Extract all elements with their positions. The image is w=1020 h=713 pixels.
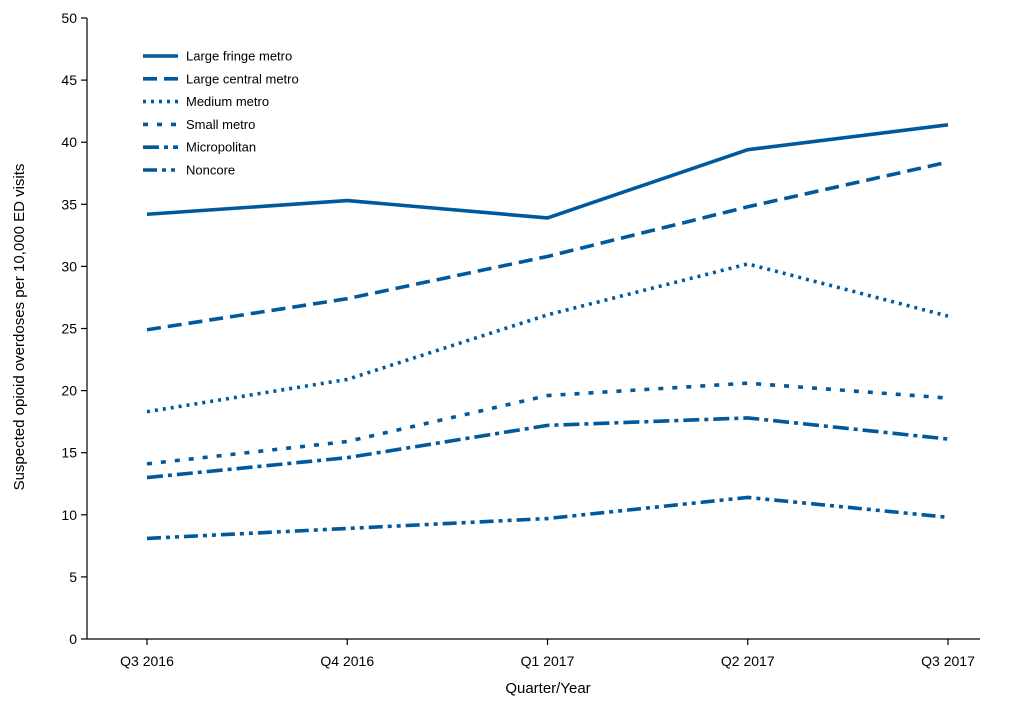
x-tick-label: Q1 2017 — [521, 653, 575, 669]
legend: Large fringe metro Large central metro Med… — [143, 49, 299, 178]
x-axis: Q3 2016 Q4 2016 Q1 2017 Q2 2017 Q3 2017 — [87, 638, 980, 669]
y-tick-label: 35 — [61, 196, 77, 212]
series-line-large-fringe-metro — [146, 123, 949, 220]
y-tick-label: 5 — [69, 569, 77, 585]
y-tick-label: 15 — [61, 445, 77, 461]
series-line-medium-metro — [146, 262, 949, 414]
legend-label-micropolitan: Micropolitan — [186, 140, 256, 155]
x-tick-label: Q3 2016 — [120, 653, 174, 669]
y-tick-label: 30 — [61, 258, 77, 274]
y-tick-label: 50 — [61, 10, 77, 26]
x-tick-label: Q3 2017 — [921, 653, 975, 669]
legend-label-medium-metro: Medium metro — [186, 94, 269, 109]
x-tick-label: Q2 2017 — [721, 653, 775, 669]
x-tick-label: Q4 2016 — [320, 653, 374, 669]
legend-label-small-metro: Small metro — [186, 117, 255, 132]
series-line-small-metro — [146, 381, 949, 466]
y-axis: 0 5 10 15 20 25 30 35 40 45 50 — [61, 10, 88, 647]
y-tick-label: 45 — [61, 72, 77, 88]
x-axis-title: Quarter/Year — [505, 680, 590, 697]
y-tick-label: 10 — [61, 507, 77, 523]
y-tick-label: 25 — [61, 321, 77, 337]
series-line-noncore — [146, 495, 949, 541]
series-lines — [146, 123, 949, 541]
legend-label-large-fringe-metro: Large fringe metro — [186, 49, 292, 64]
series-line-micropolitan — [146, 416, 949, 480]
y-tick-label: 40 — [61, 134, 77, 150]
y-tick-label: 0 — [69, 631, 77, 647]
legend-label-noncore: Noncore — [186, 163, 235, 178]
series-line-large-central-metro — [146, 160, 949, 332]
y-tick-label: 20 — [61, 383, 77, 399]
y-axis-title: Suspected opioid overdoses per 10,000 ED… — [11, 164, 28, 491]
legend-label-large-central-metro: Large central metro — [186, 71, 299, 86]
